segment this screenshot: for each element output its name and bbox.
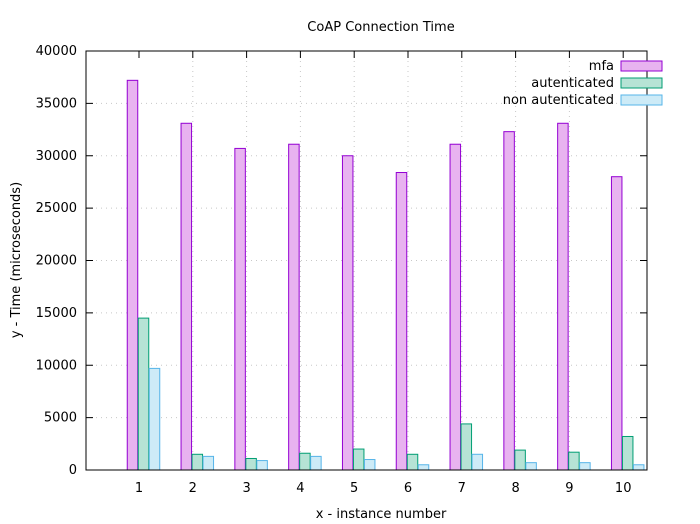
bar-mfa-6 <box>395 172 408 471</box>
x-tick-label: 5 <box>350 481 358 496</box>
x-tick-label: 9 <box>565 481 573 496</box>
bar-autenticated-5 <box>352 448 365 471</box>
legend-label: autenticated <box>531 76 614 91</box>
bars <box>126 79 645 471</box>
bar-autenticated-9 <box>568 451 580 471</box>
x-tick-label: 1 <box>135 481 143 496</box>
x-tick-label: 3 <box>242 481 250 496</box>
legend-swatch <box>620 77 663 89</box>
bar-autenticated-3 <box>245 457 257 471</box>
y-tick-label: 15000 <box>36 306 77 321</box>
bar-non-autenticated-3 <box>256 460 268 471</box>
bar-autenticated-7 <box>460 423 473 471</box>
bar-autenticated-6 <box>406 453 419 471</box>
bar-mfa-1 <box>126 79 139 471</box>
x-tick-label: 6 <box>404 481 412 496</box>
bar-non-autenticated-7 <box>471 453 484 471</box>
y-tick-label: 0 <box>69 463 77 478</box>
x-tick-label: 10 <box>615 481 632 496</box>
bar-mfa-2 <box>180 122 193 471</box>
bar-autenticated-8 <box>514 449 526 471</box>
bar-mfa-8 <box>503 131 515 471</box>
bar-mfa-10 <box>610 176 623 471</box>
y-tick-label: 10000 <box>36 358 77 373</box>
bar-non-autenticated-10 <box>632 464 645 471</box>
legend-label: non autenticated <box>503 93 614 108</box>
bar-non-autenticated-1 <box>148 367 161 471</box>
legend-label: mfa <box>589 59 614 74</box>
bar-non-autenticated-9 <box>579 462 591 471</box>
x-tick-label: 8 <box>511 481 519 496</box>
bar-autenticated-4 <box>299 452 311 471</box>
bar-autenticated-10 <box>621 435 634 471</box>
legend-swatch <box>620 60 663 72</box>
y-tick-label: 40000 <box>36 44 77 59</box>
bar-non-autenticated-2 <box>202 455 215 471</box>
x-tick-label: 7 <box>458 481 466 496</box>
bar-mfa-3 <box>234 147 246 471</box>
bar-non-autenticated-5 <box>363 459 376 471</box>
legend-swatch <box>620 94 663 106</box>
x-tick-label: 2 <box>189 481 197 496</box>
y-tick-label: 30000 <box>36 149 77 164</box>
bar-autenticated-1 <box>137 317 150 471</box>
y-tick-label: 35000 <box>36 96 77 111</box>
x-axis-label: x - instance number <box>316 507 447 522</box>
y-tick-labels: 0 5000 10000 15000 20000 25000 30000 35000 40000 <box>36 44 77 478</box>
legend: mfa autenticated non autenticated <box>503 59 663 108</box>
bar-mfa-5 <box>341 155 354 471</box>
plot-frame <box>85 50 648 471</box>
chart-title: CoAP Connection Time <box>307 20 454 35</box>
y-tick-label: 20000 <box>36 254 77 269</box>
x-tick-label: 4 <box>296 481 304 496</box>
y-tick-label: 25000 <box>36 201 77 216</box>
y-tick-label: 5000 <box>44 411 77 426</box>
bar-non-autenticated-4 <box>310 455 322 471</box>
bar-non-autenticated-8 <box>525 462 537 471</box>
bar-mfa-4 <box>288 143 300 471</box>
bar-mfa-9 <box>557 122 569 471</box>
y-axis-label: y - Time (microseconds) <box>9 182 24 338</box>
bar-mfa-7 <box>449 143 462 471</box>
x-tick-labels: 1 2 3 4 5 6 7 8 9 10 <box>135 481 632 496</box>
bar-non-autenticated-6 <box>417 464 430 471</box>
grid-lines <box>86 51 647 470</box>
bar-autenticated-2 <box>191 453 204 471</box>
